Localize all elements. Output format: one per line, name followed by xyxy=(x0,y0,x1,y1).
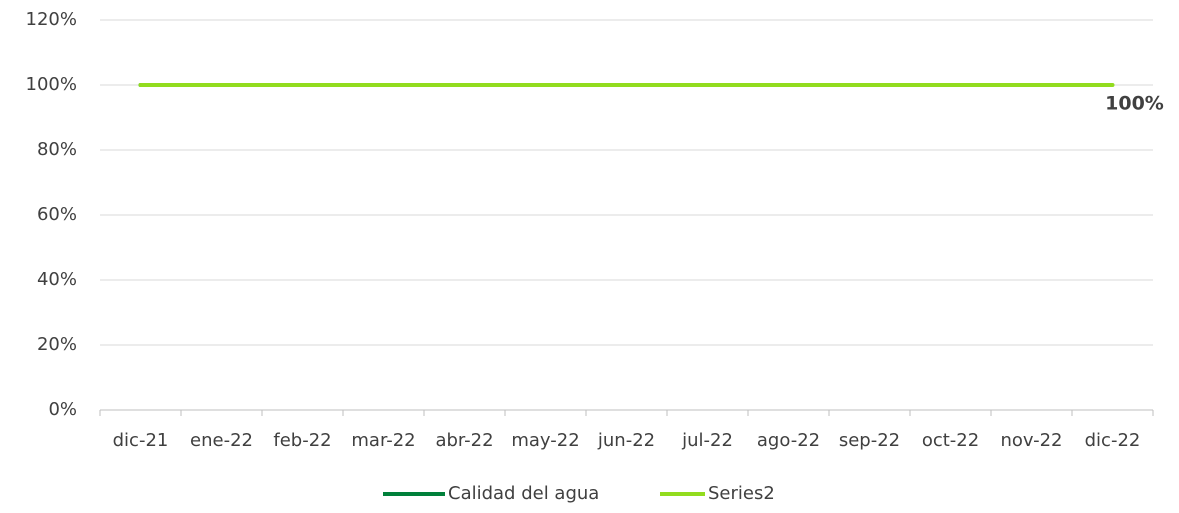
x-tick-label: abr-22 xyxy=(435,430,493,451)
x-tick-label: oct-22 xyxy=(922,430,979,451)
y-tick-label: 120% xyxy=(26,9,77,30)
x-tick-label: may-22 xyxy=(511,430,579,451)
legend-item: Calidad del agua xyxy=(383,483,599,504)
x-tick-label: ago-22 xyxy=(757,430,820,451)
y-tick-label: 80% xyxy=(37,139,77,160)
legend-item: Series2 xyxy=(660,483,775,504)
y-tick-label: 40% xyxy=(37,269,77,290)
y-tick-label: 60% xyxy=(37,204,77,225)
x-tick-label: mar-22 xyxy=(351,430,415,451)
x-tick-label: dic-22 xyxy=(1085,430,1141,451)
x-tick-label: jul-22 xyxy=(681,430,733,451)
x-tick-label: sep-22 xyxy=(839,430,900,451)
legend-label: Calidad del agua xyxy=(448,483,599,504)
y-tick-label: 20% xyxy=(37,334,77,355)
x-tick-label: ene-22 xyxy=(190,430,253,451)
legend-label: Series2 xyxy=(708,483,775,504)
x-tick-label: nov-22 xyxy=(1001,430,1063,451)
x-tick-label: jun-22 xyxy=(597,430,655,451)
y-tick-label: 0% xyxy=(48,399,77,420)
data-label: 100% xyxy=(1105,93,1164,115)
x-tick-label: feb-22 xyxy=(273,430,331,451)
x-tick-label: dic-21 xyxy=(113,430,169,451)
y-tick-label: 100% xyxy=(26,74,77,95)
